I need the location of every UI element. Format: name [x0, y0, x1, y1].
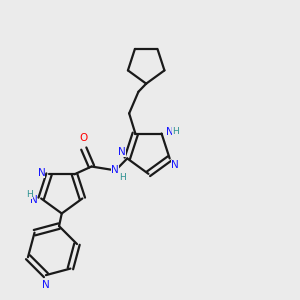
Text: N: N	[30, 195, 38, 205]
Text: N: N	[171, 160, 179, 170]
Text: N: N	[111, 165, 119, 175]
Text: N: N	[118, 147, 126, 157]
Text: H: H	[119, 173, 126, 182]
Text: H: H	[26, 190, 33, 199]
Text: H: H	[172, 128, 178, 136]
Text: N: N	[166, 127, 174, 137]
Text: N: N	[38, 168, 45, 178]
Text: N: N	[42, 280, 50, 290]
Text: O: O	[79, 133, 87, 143]
